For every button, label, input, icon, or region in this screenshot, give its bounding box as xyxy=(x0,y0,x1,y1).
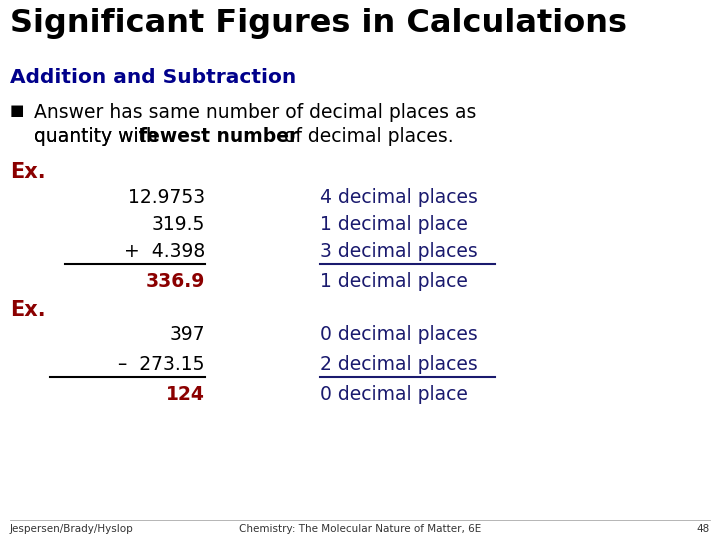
Text: 0 decimal places: 0 decimal places xyxy=(320,325,478,344)
Text: Chemistry: The Molecular Nature of Matter, 6E: Chemistry: The Molecular Nature of Matte… xyxy=(239,524,481,534)
Text: Significant Figures in Calculations: Significant Figures in Calculations xyxy=(10,8,627,39)
Text: of decimal places.: of decimal places. xyxy=(278,127,454,146)
Text: Jespersen/Brady/Hyslop: Jespersen/Brady/Hyslop xyxy=(10,524,134,534)
Text: 0 decimal place: 0 decimal place xyxy=(320,385,468,404)
Text: 1 decimal place: 1 decimal place xyxy=(320,215,468,234)
Text: 4 decimal places: 4 decimal places xyxy=(320,188,478,207)
Text: Answer has same number of decimal places as: Answer has same number of decimal places… xyxy=(34,103,477,122)
Text: quantity with: quantity with xyxy=(34,127,164,146)
Text: Ex.: Ex. xyxy=(10,162,45,182)
Text: 48: 48 xyxy=(697,524,710,534)
Text: 124: 124 xyxy=(166,385,205,404)
Text: 1 decimal place: 1 decimal place xyxy=(320,272,468,291)
Text: 319.5: 319.5 xyxy=(152,215,205,234)
Text: 397: 397 xyxy=(169,325,205,344)
Text: quantity with: quantity with xyxy=(34,127,164,146)
Text: fewest number: fewest number xyxy=(139,127,298,146)
Text: 2 decimal places: 2 decimal places xyxy=(320,355,478,374)
Text: Ex.: Ex. xyxy=(10,300,45,320)
Text: ■: ■ xyxy=(10,103,24,118)
Text: 3 decimal places: 3 decimal places xyxy=(320,242,478,261)
Text: +  4.398: + 4.398 xyxy=(124,242,205,261)
Text: Addition and Subtraction: Addition and Subtraction xyxy=(10,68,296,87)
Text: 12.9753: 12.9753 xyxy=(128,188,205,207)
Text: 336.9: 336.9 xyxy=(145,272,205,291)
Text: –  273.15: – 273.15 xyxy=(119,355,205,374)
